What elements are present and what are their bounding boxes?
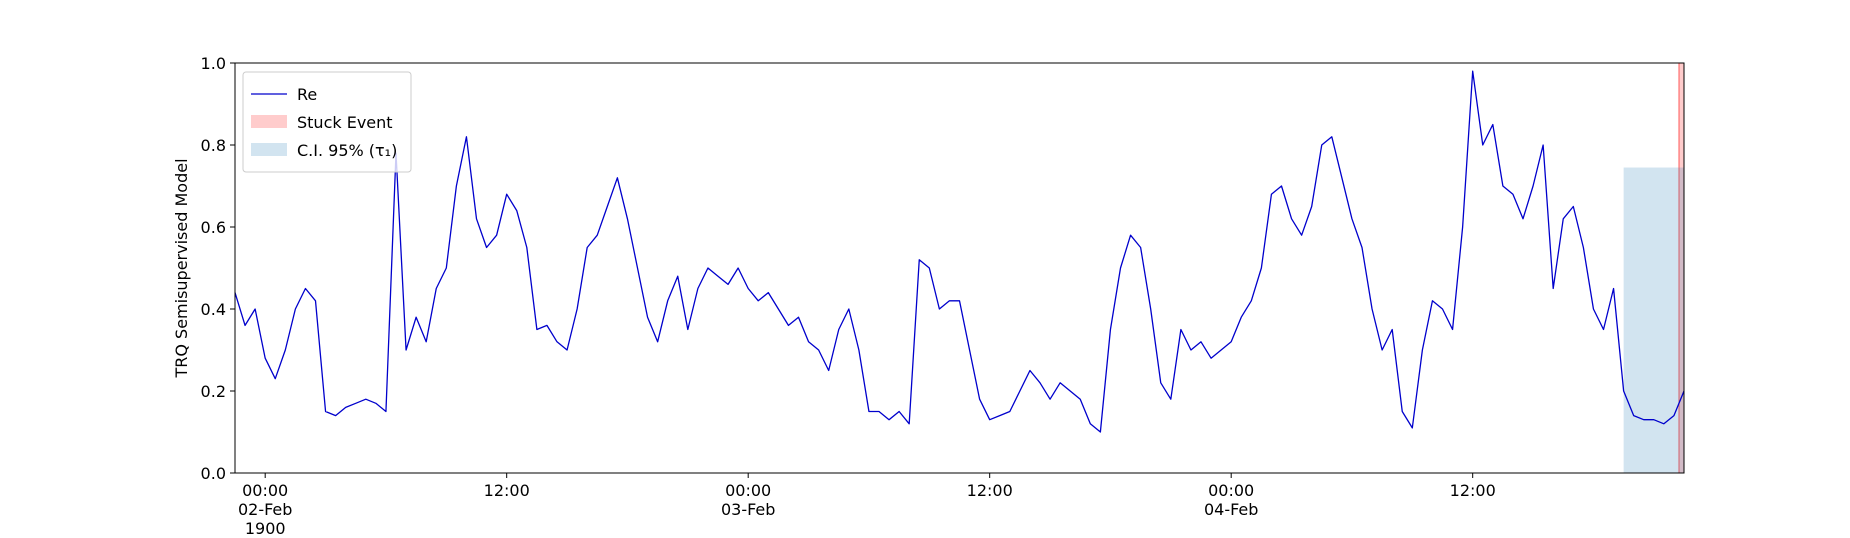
page: {"chart_data": {"type": "line", "ylabel"… [172, 54, 1685, 538]
legend-swatch [251, 115, 287, 128]
legend-label: Stuck Event [297, 113, 393, 132]
x-tick-label: 00:00 02-Feb 1900 [237, 481, 293, 538]
chart: TRQ Semisupervised Model 0.0 0.2 0.4 0.6 0.8… [172, 54, 1685, 483]
legend: Re Stuck Event C.I. 95% (τ₁) [242, 71, 412, 173]
y-axis-label: TRQ Semisupervised Model [172, 158, 191, 378]
x-tick-label: 12:00 [966, 481, 1013, 500]
x-tick-label: 12:00 [483, 481, 530, 500]
y-tick-label: 0.2 [201, 382, 226, 401]
y-tick-label: 0.6 [201, 218, 226, 237]
legend-frame [242, 71, 412, 173]
x-tick-label: 00:00 03-Feb [720, 481, 776, 519]
x-tick-label: 12:00 [1449, 481, 1496, 500]
plot-frame [234, 62, 1685, 474]
legend-swatch [251, 143, 287, 156]
y-tick-label: 0.8 [201, 136, 226, 155]
y-tick-label: 0.0 [201, 464, 226, 483]
line-series [234, 70, 1685, 433]
span [1623, 167, 1684, 474]
x-tick-label: 00:00 04-Feb [1203, 481, 1259, 519]
y-tick-label: 0.4 [201, 300, 226, 319]
y-tick-label: 1.0 [201, 54, 226, 73]
legend-label: Re [297, 85, 317, 104]
legend-label: C.I. 95% (τ₁) [297, 141, 397, 160]
